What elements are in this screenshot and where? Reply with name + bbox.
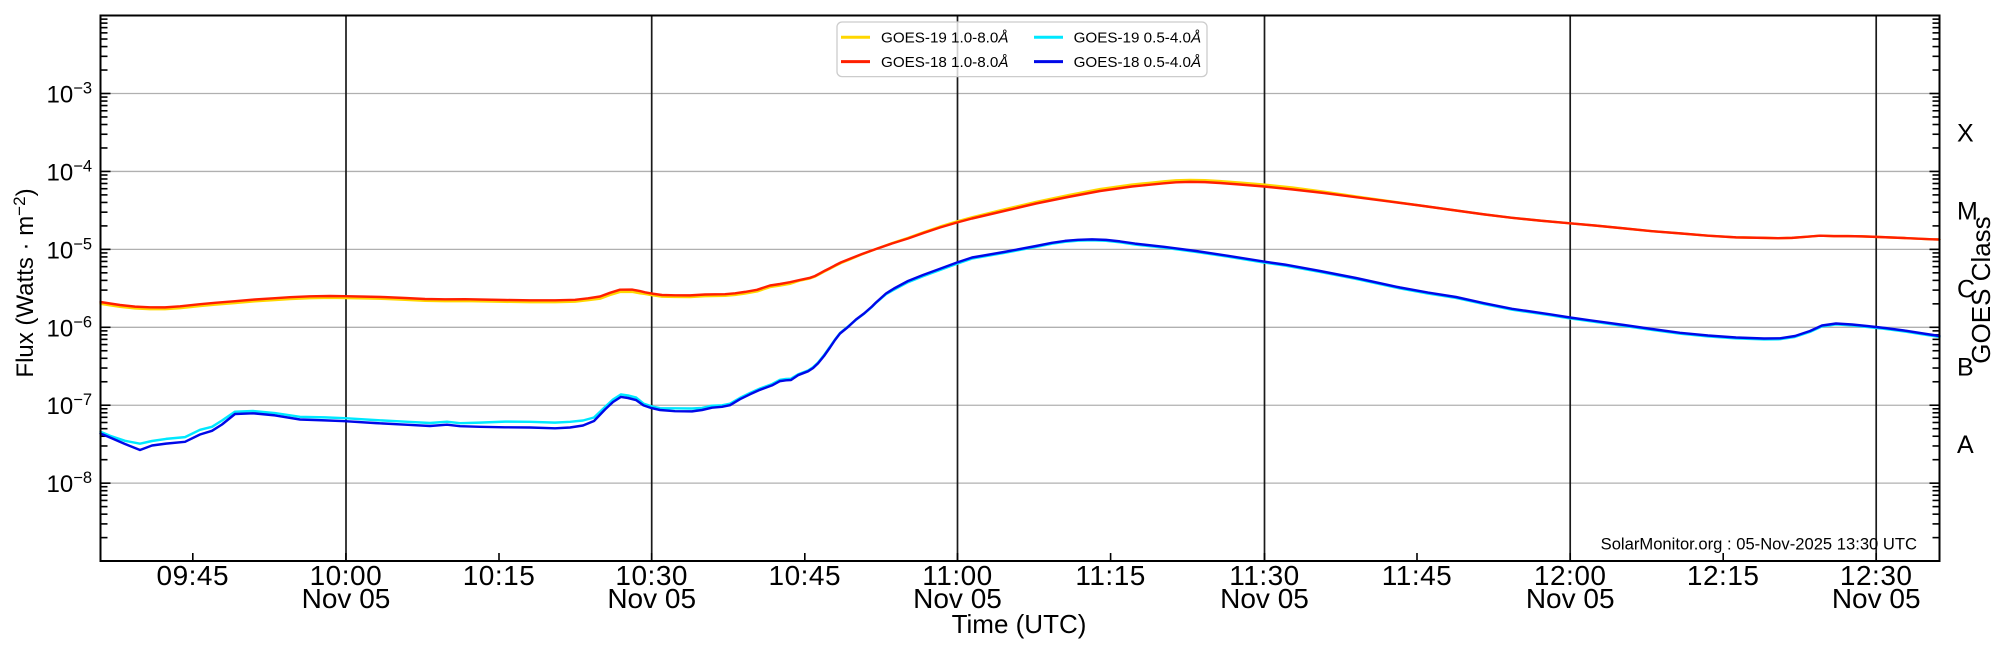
- svg-text:Time (UTC): Time (UTC): [952, 609, 1087, 639]
- svg-text:10:00: 10:00: [310, 560, 383, 591]
- svg-text:Nov 05: Nov 05: [1526, 583, 1615, 614]
- svg-text:10:45: 10:45: [769, 560, 842, 591]
- svg-text:C: C: [1957, 275, 1975, 303]
- svg-text:GOES-18 0.5-4.0Å: GOES-18 0.5-4.0Å: [1074, 54, 1201, 71]
- svg-text:SolarMonitor.org : 05-Nov-2025: SolarMonitor.org : 05-Nov-2025 13:30 UTC: [1601, 535, 1917, 554]
- svg-text:11:15: 11:15: [1075, 560, 1146, 591]
- svg-text:Nov 05: Nov 05: [607, 583, 696, 614]
- svg-text:GOES-18 1.0-8.0Å: GOES-18 1.0-8.0Å: [881, 54, 1008, 71]
- svg-text:B: B: [1957, 353, 1974, 381]
- svg-text:10−4: 10−4: [46, 157, 92, 186]
- svg-text:09:45: 09:45: [157, 560, 230, 591]
- svg-text:X: X: [1957, 120, 1974, 148]
- svg-text:11:30: 11:30: [1229, 560, 1300, 591]
- svg-text:GOES Class: GOES Class: [1966, 216, 1996, 363]
- svg-text:11:00: 11:00: [922, 560, 993, 591]
- svg-text:11:45: 11:45: [1382, 560, 1453, 591]
- svg-text:12:15: 12:15: [1687, 560, 1760, 591]
- svg-text:Nov 05: Nov 05: [1832, 583, 1921, 614]
- svg-text:10−5: 10−5: [46, 235, 92, 264]
- svg-text:Nov 05: Nov 05: [302, 583, 391, 614]
- svg-text:A: A: [1957, 431, 1974, 459]
- svg-text:10−7: 10−7: [46, 391, 92, 420]
- svg-text:GOES-19 1.0-8.0Å: GOES-19 1.0-8.0Å: [881, 30, 1008, 47]
- svg-text:10:15: 10:15: [463, 560, 536, 591]
- svg-text:10−6: 10−6: [46, 313, 92, 342]
- svg-text:M: M: [1957, 197, 1978, 225]
- svg-text:Nov 05: Nov 05: [1220, 583, 1309, 614]
- svg-text:Flux (Watts · m−2): Flux (Watts · m−2): [10, 188, 39, 377]
- svg-text:10−3: 10−3: [46, 80, 92, 109]
- svg-text:10:30: 10:30: [615, 560, 688, 591]
- svg-text:10−8: 10−8: [46, 469, 92, 498]
- svg-text:Nov 05: Nov 05: [913, 583, 1002, 614]
- svg-text:12:30: 12:30: [1840, 560, 1913, 591]
- svg-text:GOES-19 0.5-4.0Å: GOES-19 0.5-4.0Å: [1074, 30, 1201, 47]
- svg-text:12:00: 12:00: [1534, 560, 1607, 591]
